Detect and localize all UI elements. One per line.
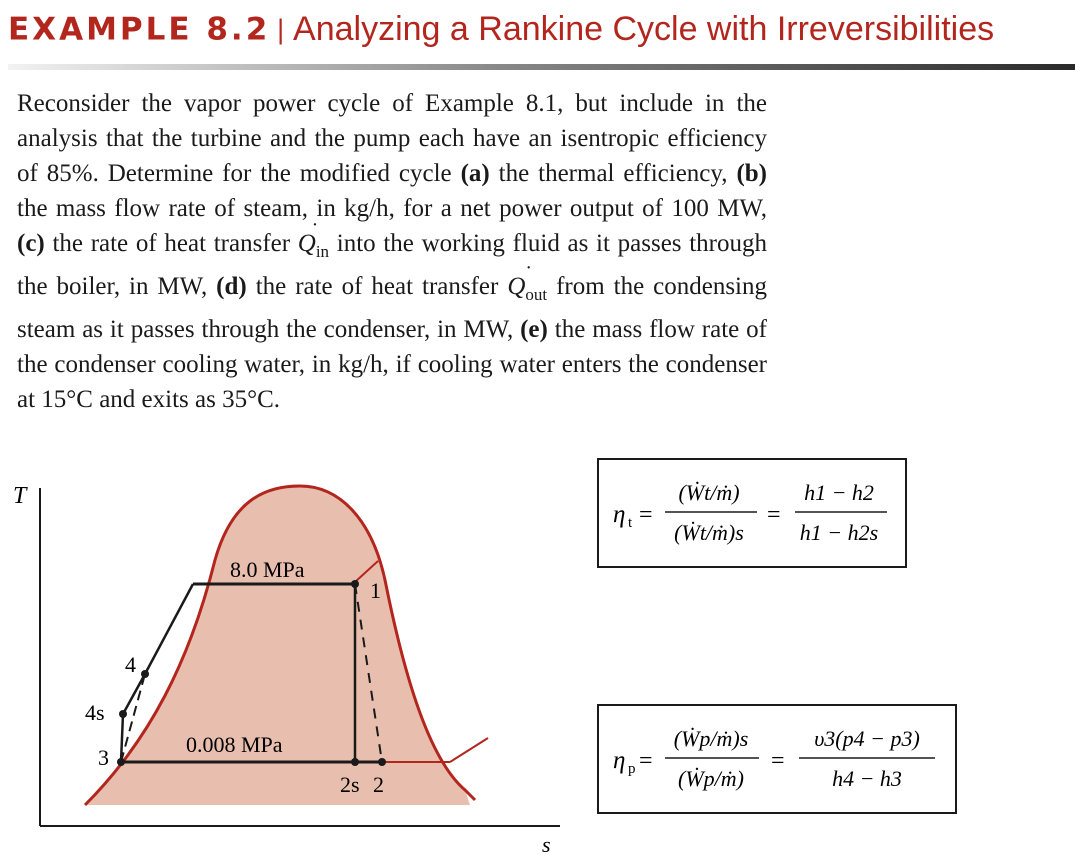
state-point-4 [141, 670, 149, 678]
eta-t-symbol: η [613, 501, 625, 528]
eta-p-symbol: η [613, 747, 625, 774]
turbine-efficiency-box: η t = (Ẇt/ṁ) (Ẇt/ṁ)s = h1 − h2 h1 − h2s [597, 458, 907, 568]
turbine-equals-1: = [639, 502, 653, 528]
low-pressure-line-right [449, 737, 489, 763]
actual-expansion-line [354, 583, 383, 763]
state-label-1: 1 [370, 578, 381, 603]
state-label-4: 4 [125, 652, 136, 677]
turbine-equals-2: = [767, 502, 781, 528]
problem-statement: Reconsider the vapor power cycle of Exam… [17, 86, 767, 417]
header-separator: | [276, 14, 286, 45]
q-in-symbol: ˙ Qin [297, 218, 330, 261]
pump-efficiency-equation: η p = (Ẇp/ṁ)s (Ẇp/ṁ) = υ3(p4 − p3) h4 − … [613, 726, 935, 791]
turbine-frac2-numerator: h1 − h2 [804, 480, 874, 505]
state-point-3 [117, 758, 125, 766]
part-b-text: the mass flow rate of steam, in kg/h, fo… [17, 195, 767, 222]
header-rule [8, 64, 1075, 70]
example-header: EXAMPLE 8.2 | Analyzing a Rankine Cycle wi… [8, 10, 994, 58]
high-pressure-label: 8.0 MPa [230, 557, 305, 582]
problem-intro: Reconsider the vapor power cycle of Exam… [17, 90, 767, 187]
part-b-label: (b) [736, 160, 767, 187]
part-c-text-2: into the working fluid as it passes thro… [17, 230, 768, 300]
pump-efficiency-box: η p = (Ẇp/ṁ)s (Ẇp/ṁ) = υ3(p4 − p3) h4 − … [597, 704, 957, 814]
example-title: Analyzing a Rankine Cycle with Irreversi… [293, 10, 995, 48]
state-label-2s: 2s [340, 772, 360, 797]
eta-t-subscript: t [628, 515, 633, 531]
part-a-text: the thermal efficiency, [489, 160, 737, 187]
state-label-2: 2 [373, 772, 384, 797]
heating-line [143, 583, 195, 675]
pump-frac2-numerator: υ3(p4 − p3) [814, 726, 920, 751]
part-d-text: the rate of heat transfer [246, 273, 508, 300]
turbine-frac2-denominator: h1 − h2s [800, 520, 878, 545]
part-e-label: (e) [520, 316, 548, 343]
t-axis-label: T [13, 483, 28, 509]
isentropic-pump-line [119, 713, 125, 763]
turbine-frac1-numerator: (Ẇt/ṁ) [678, 480, 739, 505]
pump-isentropic-heating [121, 673, 147, 715]
state-point-2s [351, 758, 359, 766]
turbine-frac1-denominator: (Ẇt/ṁ)s [674, 520, 744, 545]
s-axis-label: s [542, 832, 551, 857]
pump-frac2-denominator: h4 − h3 [832, 766, 902, 791]
part-c-label: (c) [17, 230, 45, 257]
q-out-symbol: ˙ Qout [507, 261, 548, 304]
example-label: EXAMPLE 8.2 [8, 11, 271, 48]
part-c-text: the rate of heat transfer [44, 230, 298, 257]
pump-frac1-numerator: (Ẇp/ṁ)s [674, 726, 749, 751]
pump-frac1-denominator: (Ẇp/ṁ) [678, 766, 744, 791]
state-point-2 [378, 758, 386, 766]
state-label-3: 3 [98, 745, 109, 770]
part-d-label: (d) [216, 273, 247, 300]
pump-equals-1: = [639, 748, 653, 774]
eta-p-subscript: p [628, 761, 636, 777]
superheat-line [354, 560, 379, 583]
saturation-dome-fill [85, 486, 470, 805]
part-e-text: the mass flow rate of the condenser cool… [17, 316, 767, 413]
pump-equals-2: = [771, 748, 785, 774]
part-a-label: (a) [460, 160, 490, 187]
state-point-1 [351, 580, 359, 588]
state-point-4s [119, 710, 127, 718]
saturation-dome-outline [83, 484, 477, 807]
part-d-text-2: from the condensing steam as it passes t… [17, 273, 767, 343]
state-label-4s: 4s [85, 700, 105, 725]
low-pressure-label: 0.008 MPa [186, 732, 283, 757]
turbine-efficiency-equation: η t = (Ẇt/ṁ) (Ẇt/ṁ)s = h1 − h2 h1 − h2s [613, 480, 887, 545]
ts-diagram: T s 8.0 MPa 0.008 MPa 1 4 4s 3 2s 2 [13, 483, 560, 857]
